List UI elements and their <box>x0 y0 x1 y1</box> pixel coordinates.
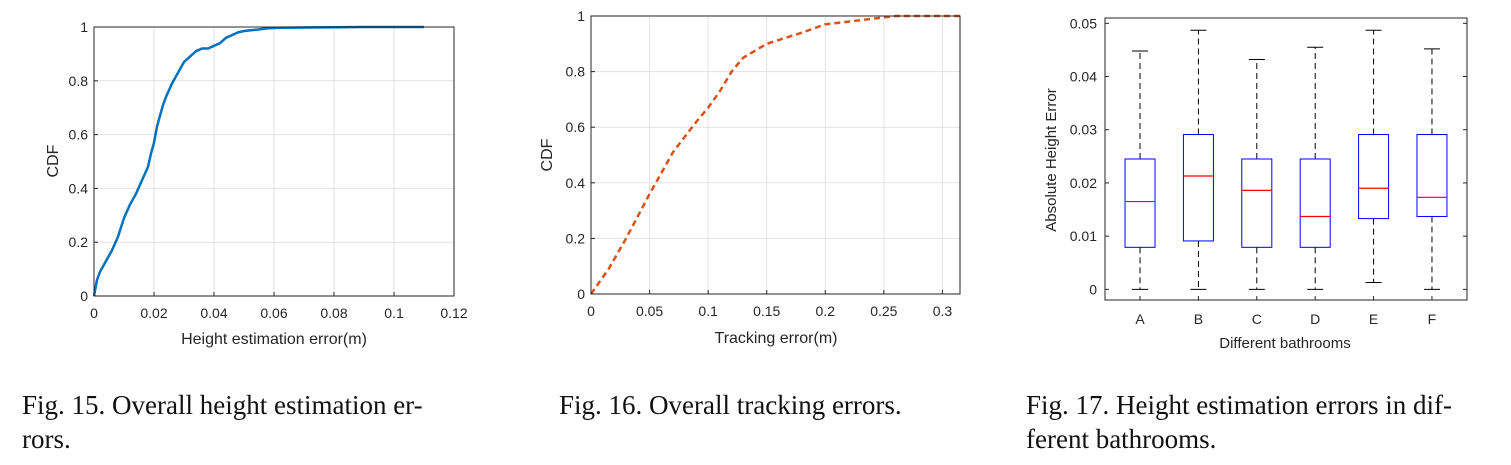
x-tick-label: B <box>1194 311 1203 327</box>
x-tick-label: 0.06 <box>260 305 287 321</box>
box-D <box>1299 158 1331 248</box>
figure-15-chart: 0 0.02 0.04 0.06 0.08 0.1 0.12 00.20.40.60.81 … <box>45 19 468 348</box>
figure-17-chart: A B C D E F 0 0.01 0.02 0.03 0.04 0.05 Different b… <box>1043 15 1468 352</box>
x-tick-label: 0.02 <box>140 305 167 321</box>
x-tick-label: 0.12 <box>440 305 467 321</box>
y-tick-label: 0.01 <box>1070 228 1097 244</box>
y-tick-label: 1 <box>80 19 88 35</box>
box-B <box>1182 134 1214 242</box>
figure-16-caption: Fig. 16. Overall tracking errors. <box>559 388 979 422</box>
y-tick-label: 0.2 <box>69 234 89 250</box>
y-tick-label: 0.05 <box>1070 15 1097 31</box>
x-axis-label: Different bathrooms <box>1219 335 1350 352</box>
figure-15-caption: Fig. 15. Overall height estimation er- r… <box>22 388 492 456</box>
x-axis-label: Height estimation error(m) <box>181 331 367 348</box>
x-tick-label: 0.1 <box>384 305 404 321</box>
caption-line: ferent bathrooms. <box>1026 424 1217 454</box>
x-tick-label: 0 <box>587 303 595 319</box>
box-C <box>1241 158 1273 248</box>
x-tick-label: 0.05 <box>636 303 663 319</box>
x-tick-label: 0.25 <box>870 303 897 319</box>
x-tick-label: E <box>1369 311 1378 327</box>
y-tick-label: 0.04 <box>1070 69 1097 85</box>
box-A <box>1124 158 1156 248</box>
x-tick-label: 0 <box>90 305 98 321</box>
x-tick-label: C <box>1252 311 1262 327</box>
y-tick-label: 0.02 <box>1070 175 1097 191</box>
caption-line: Fig. 16. Overall tracking errors. <box>559 390 902 420</box>
y-axis-label: CDF <box>45 144 62 177</box>
x-tick-label: 0.1 <box>698 303 718 319</box>
y-tick-label: 0 <box>577 286 585 302</box>
y-tick-label: 0.6 <box>69 127 89 143</box>
y-tick-label: 0 <box>80 288 88 304</box>
y-tick-label: 0.6 <box>566 119 586 135</box>
x-tick-label: F <box>1428 311 1437 327</box>
x-tick-label: D <box>1310 311 1320 327</box>
x-axis-label: Tracking error(m) <box>715 330 838 347</box>
y-tick-label: 0.03 <box>1070 122 1097 138</box>
box-E <box>1358 134 1390 220</box>
y-tick-label: 0.4 <box>566 175 586 191</box>
y-tick-label: 0.4 <box>69 180 89 196</box>
y-tick-label: 0.8 <box>566 64 586 80</box>
figure-17-caption: Fig. 17. Height estimation errors in dif… <box>1026 388 1506 456</box>
x-tick-label: A <box>1135 311 1145 327</box>
height-error-cdf-line <box>92 25 424 297</box>
caption-line: Fig. 15. Overall height estimation er- <box>22 390 423 420</box>
x-tick-label: 0.2 <box>816 303 836 319</box>
y-axis-label: Absolute Height Error <box>1043 88 1060 231</box>
y-tick-label: 0.8 <box>69 73 89 89</box>
x-tick-label: 0.15 <box>753 303 780 319</box>
y-tick-label: 0 <box>1089 281 1097 297</box>
y-tick-label: 1 <box>577 8 585 24</box>
x-tick-label: 0.08 <box>320 305 347 321</box>
figure-16-chart: 0 0.05 0.1 0.15 0.2 0.25 0.3 0 0.2 0.4 0.6 0.8 1 Tr… <box>539 8 961 347</box>
y-tick-label: 0.2 <box>566 230 586 246</box>
caption-line: rors. <box>22 424 71 454</box>
box-F <box>1416 134 1448 217</box>
x-tick-label: 0.04 <box>200 305 227 321</box>
x-tick-label: 0.3 <box>933 303 953 319</box>
y-axis-label: CDF <box>539 138 556 171</box>
caption-line: Fig. 17. Height estimation errors in dif… <box>1026 390 1452 420</box>
